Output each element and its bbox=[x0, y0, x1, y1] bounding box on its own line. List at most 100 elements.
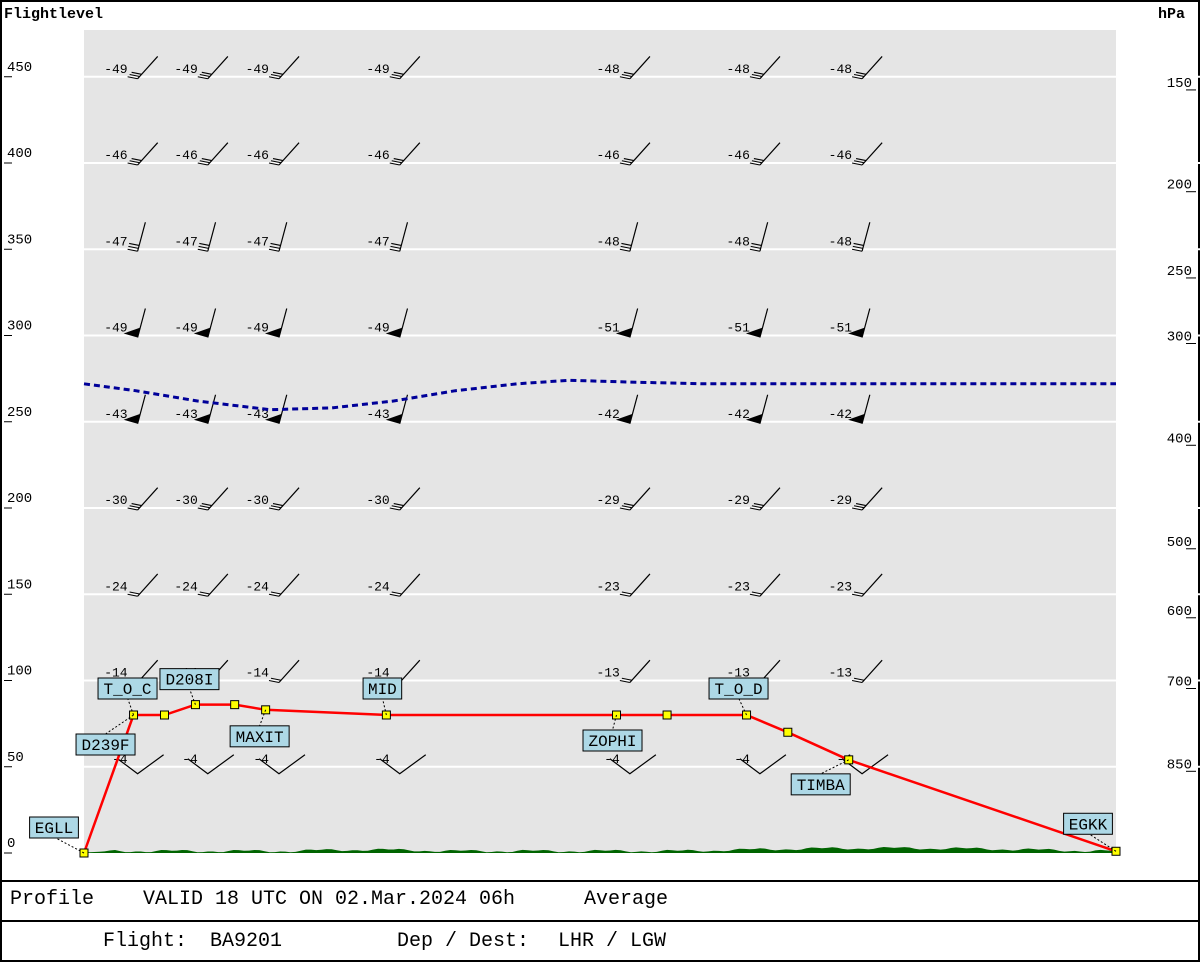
hpa-tick-label: 250 bbox=[1167, 264, 1192, 280]
wind-barb bbox=[193, 308, 217, 338]
wind-barb bbox=[197, 573, 229, 597]
wind-barb bbox=[389, 573, 421, 597]
temperature-label: -24 bbox=[366, 579, 390, 594]
vertical-profile-chart: 0 50 100 150 200 250 300 350 400 450 150 200 250 300 4… bbox=[4, 30, 1196, 858]
waypoint-label: TIMBA bbox=[797, 777, 845, 795]
temperature-label: -30 bbox=[246, 493, 269, 508]
waypoint-label-box bbox=[29, 816, 79, 839]
waypoint-marker bbox=[662, 710, 672, 720]
waypoint-marker bbox=[159, 710, 169, 720]
temperature-label: -43 bbox=[246, 407, 269, 422]
temperature-label: -23 bbox=[596, 579, 619, 594]
wind-barb bbox=[848, 394, 871, 424]
temperature-label: -51 bbox=[596, 321, 620, 336]
temperature-label: -47 bbox=[246, 234, 269, 249]
waypoint-label: EGKK bbox=[1069, 816, 1108, 834]
wind-barb bbox=[848, 308, 871, 338]
temperature-label: -30 bbox=[174, 493, 197, 508]
wind-barb bbox=[197, 487, 229, 511]
temperature-label: -48 bbox=[596, 234, 619, 249]
wind-barb bbox=[123, 394, 146, 424]
fl-tick-label: 450 bbox=[7, 60, 32, 76]
average-label: Average bbox=[584, 888, 669, 911]
wind-barb bbox=[619, 56, 651, 80]
fl-tick-label: 400 bbox=[7, 146, 32, 162]
temperature-label: -43 bbox=[366, 407, 389, 422]
waypoint-marker bbox=[783, 727, 793, 737]
temperature-label: -14 bbox=[366, 666, 390, 681]
waypoint-label-box bbox=[75, 733, 136, 756]
wind-barb bbox=[749, 142, 781, 166]
wind-barb bbox=[197, 56, 229, 80]
temperature-label: -23 bbox=[726, 579, 749, 594]
wind-barb bbox=[197, 222, 217, 252]
temperature-label: -30 bbox=[366, 493, 389, 508]
temperature-label: -49 bbox=[366, 321, 389, 336]
temperature-label: -24 bbox=[246, 579, 270, 594]
temperature-label: -13 bbox=[829, 666, 852, 681]
temperature-label: -48 bbox=[726, 62, 749, 77]
temperature-label: -48 bbox=[726, 234, 749, 249]
temperature-label: -46 bbox=[104, 148, 127, 163]
wind-barb bbox=[187, 754, 235, 775]
waypoint-label: T_O_C bbox=[104, 681, 152, 699]
temperature-label: -48 bbox=[829, 62, 852, 77]
wind-barb bbox=[123, 308, 146, 338]
wind-barb bbox=[619, 659, 651, 684]
wind-barb bbox=[127, 222, 146, 252]
wind-barb bbox=[127, 56, 159, 80]
waypoint-label: ZOPHI bbox=[589, 733, 637, 751]
temperature-label: -47 bbox=[366, 234, 389, 249]
wind-barb bbox=[851, 659, 883, 684]
temperature-label: -14 bbox=[246, 666, 270, 681]
wind-barb bbox=[264, 308, 288, 338]
temperature-label: -49 bbox=[246, 62, 269, 77]
wind-barb bbox=[385, 308, 409, 338]
temperature-label: -51 bbox=[726, 321, 750, 336]
temperature-label: -47 bbox=[174, 234, 197, 249]
waypoint-label-box bbox=[790, 773, 851, 796]
temperature-label: -24 bbox=[174, 579, 198, 594]
waypoint-label: D208I bbox=[165, 672, 213, 690]
depdest-label: Dep / Dest: bbox=[397, 930, 530, 953]
wind-barb bbox=[609, 754, 657, 775]
temperature-label: -46 bbox=[246, 148, 269, 163]
wind-barb bbox=[268, 142, 300, 166]
waypoint-leader bbox=[381, 697, 387, 716]
wind-barb bbox=[749, 487, 781, 511]
wind-barb bbox=[745, 308, 769, 338]
waypoint-leader bbox=[1087, 832, 1117, 852]
hpa-tick-label: 400 bbox=[1167, 431, 1192, 447]
temperature-label: -13 bbox=[596, 666, 619, 681]
flight-value: BA9201 bbox=[210, 930, 283, 953]
wind-barb bbox=[619, 222, 639, 252]
waypoint-label-box bbox=[1063, 812, 1113, 835]
temperature-label: -49 bbox=[246, 321, 269, 336]
waypoint-leader bbox=[612, 714, 617, 731]
wind-barb bbox=[193, 394, 217, 424]
wind-barb bbox=[127, 142, 159, 166]
wind-barb bbox=[389, 56, 421, 80]
fl-tick-label: 200 bbox=[7, 491, 32, 507]
wind-barb bbox=[268, 659, 300, 684]
wind-barb bbox=[615, 394, 639, 424]
profile-label: Profile bbox=[10, 888, 95, 911]
wind-barb bbox=[619, 142, 651, 166]
waypoint-marker bbox=[230, 700, 240, 710]
wind-barb bbox=[851, 487, 883, 511]
temperature-label: -49 bbox=[174, 62, 197, 77]
waypoint-label: D239F bbox=[82, 737, 130, 755]
hpa-tick-label: 600 bbox=[1167, 604, 1192, 620]
wind-barb bbox=[851, 222, 871, 252]
hpa-tick-label: 500 bbox=[1167, 535, 1192, 551]
waypoint-leader bbox=[53, 836, 85, 854]
waypoint-label: T_O_D bbox=[715, 681, 763, 699]
waypoint-leader bbox=[820, 759, 849, 775]
temperature-label: -46 bbox=[366, 148, 389, 163]
temperature-label: -29 bbox=[726, 493, 749, 508]
temperature-label: -30 bbox=[104, 493, 127, 508]
wind-barb bbox=[127, 573, 159, 597]
valid-text: VALID 18 UTC ON 02.Mar.2024 06h bbox=[143, 888, 516, 911]
temperature-label: -42 bbox=[829, 407, 852, 422]
wind-barb bbox=[851, 56, 883, 80]
